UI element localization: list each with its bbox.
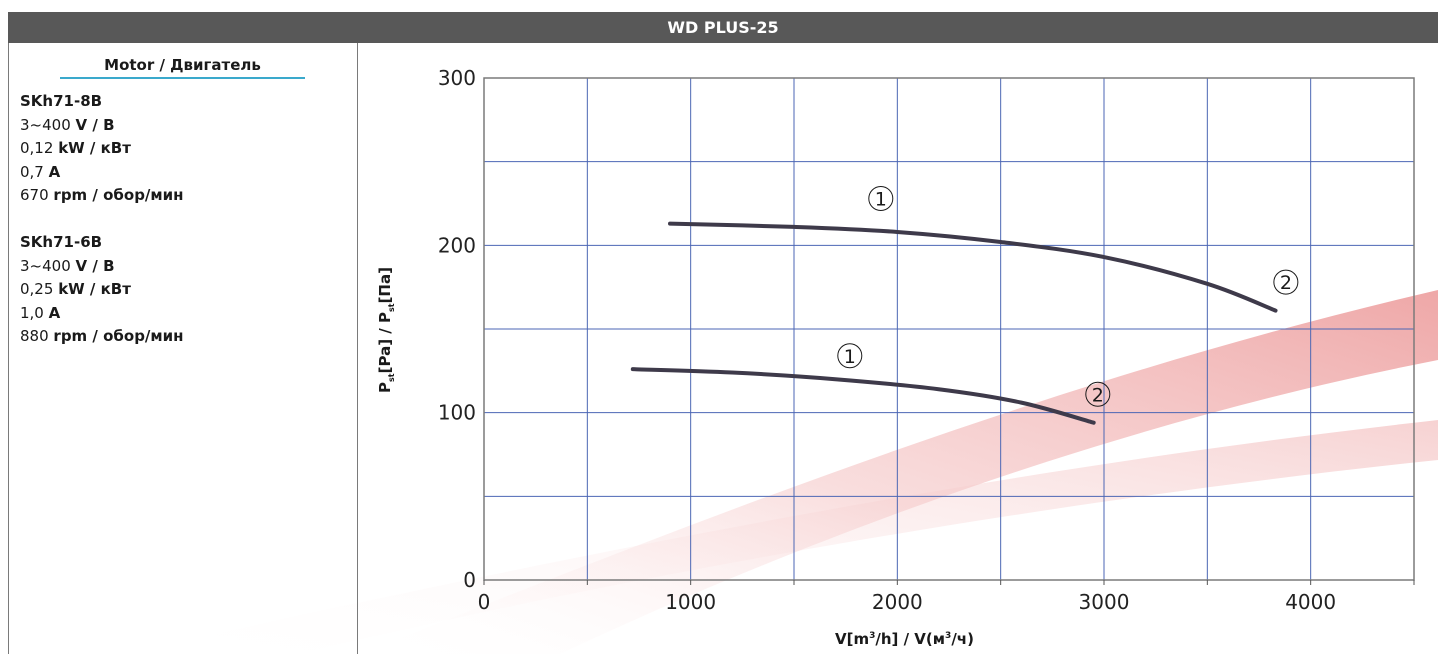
series-curve xyxy=(668,221,1278,313)
point-marker-circle xyxy=(1085,381,1111,407)
panel-frame xyxy=(8,12,1438,654)
speed-unit: rpm / обор/мин xyxy=(53,186,184,204)
current-value: 1,0 xyxy=(20,303,44,322)
point-marker-circle xyxy=(1273,269,1299,295)
motor-heading: Motor / Двигатель xyxy=(60,56,305,79)
power-value: 0,12 xyxy=(20,139,54,157)
y-tick-label: 200 xyxy=(438,233,476,257)
speed-value: 880 xyxy=(20,327,49,345)
column-divider xyxy=(357,43,358,654)
motor-spec-block: SKh71-8B 3~400 V / В 0,12 kW / кВт 0,7 A… xyxy=(20,90,184,208)
speed-value: 670 xyxy=(20,186,49,204)
power-unit: kW / кВт xyxy=(58,280,131,298)
page-title: WD PLUS-25 xyxy=(8,12,1438,43)
motor-model: SKh71-6B xyxy=(20,233,103,251)
motor-specs: SKh71-8B 3~400 V / В 0,12 kW / кВт 0,7 A… xyxy=(20,90,184,372)
current-value: 0,7 xyxy=(20,162,44,181)
voltage-value: 3~400 xyxy=(20,115,71,134)
voltage-value: 3~400 xyxy=(20,256,71,275)
x-axis-label: V[m3/h] / V(м3/ч) xyxy=(835,630,974,648)
point-marker-circle xyxy=(837,343,863,369)
plot-frame xyxy=(483,77,1415,581)
y-tick-label: 0 xyxy=(463,568,476,592)
speed-unit: rpm / обор/мин xyxy=(53,327,184,345)
point-marker-label: 2 xyxy=(1280,272,1292,294)
x-tick-label: 4000 xyxy=(1285,590,1336,614)
point-marker-label: 1 xyxy=(875,188,887,210)
current-unit: A xyxy=(48,303,61,322)
point-marker-circle xyxy=(868,185,894,211)
motor-model: SKh71-8B xyxy=(20,92,103,110)
voltage-unit: V / В xyxy=(75,115,115,134)
x-tick-label: 2000 xyxy=(872,590,923,614)
current-unit: A xyxy=(48,162,61,181)
point-marker-label: 1 xyxy=(844,346,856,368)
power-value: 0,25 xyxy=(20,280,54,298)
motor-spec-block: SKh71-6B 3~400 V / В 0,25 kW / кВт 1,0 A… xyxy=(20,231,184,349)
y-tick-label: 300 xyxy=(438,66,476,90)
voltage-unit: V / В xyxy=(75,256,115,275)
x-tick-label: 1000 xyxy=(665,590,716,614)
x-tick-label: 0 xyxy=(478,590,491,614)
power-unit: kW / кВт xyxy=(58,139,131,157)
point-marker-label: 2 xyxy=(1092,384,1104,406)
y-tick-label: 100 xyxy=(438,401,476,425)
x-tick-label: 3000 xyxy=(1079,590,1130,614)
series-curve xyxy=(630,367,1096,425)
